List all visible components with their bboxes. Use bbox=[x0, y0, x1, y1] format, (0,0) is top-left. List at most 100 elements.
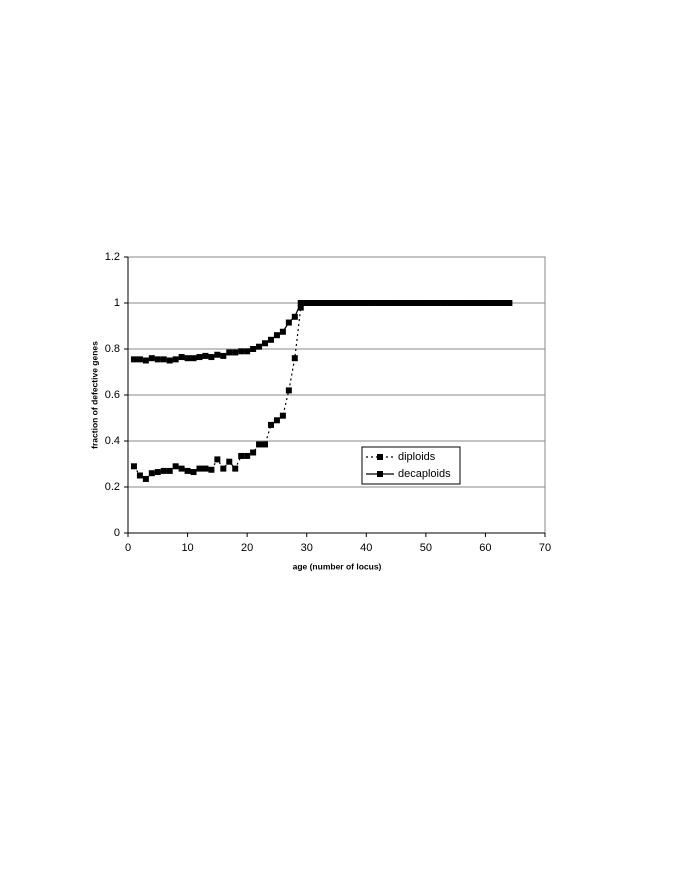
marker bbox=[220, 465, 227, 472]
marker bbox=[506, 300, 513, 306]
marker bbox=[130, 356, 137, 363]
x-tick-label: 50 bbox=[420, 542, 432, 554]
marker bbox=[291, 313, 298, 320]
marker bbox=[262, 441, 269, 448]
x-tick-label: 40 bbox=[360, 542, 372, 554]
marker bbox=[333, 300, 340, 306]
y-tick-label: 0.4 bbox=[105, 435, 120, 447]
marker bbox=[232, 465, 239, 472]
marker bbox=[422, 300, 429, 306]
marker bbox=[160, 467, 167, 474]
marker bbox=[226, 349, 233, 356]
legend-marker bbox=[377, 471, 383, 477]
marker bbox=[488, 300, 495, 306]
marker bbox=[434, 300, 441, 306]
marker bbox=[226, 458, 233, 465]
y-tick-label: 0 bbox=[114, 527, 120, 539]
x-tick-label: 60 bbox=[479, 542, 491, 554]
marker bbox=[154, 469, 161, 476]
x-tick-label: 70 bbox=[539, 542, 551, 554]
y-tick-label: 0.6 bbox=[105, 389, 120, 401]
x-axis-title: age (number of locus) bbox=[293, 561, 382, 571]
marker bbox=[351, 300, 358, 306]
y-tick-label: 1 bbox=[114, 297, 120, 309]
marker bbox=[196, 354, 203, 361]
marker bbox=[416, 300, 423, 306]
legend-box bbox=[361, 446, 461, 485]
marker bbox=[387, 300, 394, 306]
marker bbox=[208, 354, 215, 361]
marker bbox=[440, 300, 447, 306]
marker bbox=[184, 467, 191, 474]
marker bbox=[476, 300, 483, 306]
marker bbox=[339, 300, 346, 306]
y-tick-label: 0.8 bbox=[105, 343, 120, 355]
marker bbox=[470, 300, 477, 306]
marker bbox=[244, 348, 251, 355]
marker bbox=[244, 452, 251, 459]
marker bbox=[345, 300, 352, 306]
marker bbox=[267, 336, 274, 343]
marker bbox=[500, 300, 507, 306]
x-tick-label: 0 bbox=[125, 542, 131, 554]
marker bbox=[494, 300, 501, 306]
marker bbox=[363, 300, 370, 306]
marker bbox=[404, 300, 411, 306]
marker bbox=[297, 300, 304, 306]
marker bbox=[393, 300, 400, 306]
marker bbox=[262, 340, 269, 347]
marker bbox=[428, 300, 435, 306]
marker bbox=[172, 356, 179, 363]
marker bbox=[220, 352, 227, 359]
marker bbox=[285, 387, 292, 394]
marker bbox=[357, 300, 364, 306]
marker bbox=[464, 300, 471, 306]
x-tick-label: 20 bbox=[241, 542, 253, 554]
marker bbox=[315, 300, 322, 306]
marker bbox=[166, 467, 173, 474]
marker bbox=[327, 300, 334, 306]
y-tick-label: 0.2 bbox=[105, 481, 120, 493]
marker bbox=[178, 465, 185, 472]
marker bbox=[410, 300, 417, 306]
marker bbox=[291, 355, 298, 362]
marker bbox=[279, 328, 286, 335]
marker bbox=[130, 463, 137, 470]
marker bbox=[303, 300, 310, 306]
marker bbox=[238, 348, 245, 355]
marker bbox=[142, 475, 149, 482]
series-line bbox=[133, 302, 510, 362]
marker bbox=[202, 352, 209, 359]
marker bbox=[190, 355, 197, 362]
marker bbox=[148, 470, 155, 477]
x-tick-label: 30 bbox=[301, 542, 313, 554]
marker bbox=[446, 300, 453, 306]
marker bbox=[232, 349, 239, 356]
marker bbox=[285, 319, 292, 326]
marker bbox=[190, 469, 197, 476]
marker bbox=[256, 343, 263, 350]
legend-marker bbox=[377, 454, 383, 460]
marker bbox=[267, 421, 274, 428]
marker bbox=[369, 300, 376, 306]
marker bbox=[273, 332, 280, 339]
marker bbox=[238, 452, 245, 459]
marker bbox=[452, 300, 459, 306]
marker bbox=[148, 355, 155, 362]
marker bbox=[399, 300, 406, 306]
marker bbox=[166, 357, 173, 364]
marker bbox=[136, 356, 143, 363]
marker bbox=[214, 351, 221, 358]
legend-label: diploids bbox=[398, 451, 436, 463]
marker bbox=[202, 465, 209, 472]
marker bbox=[208, 466, 215, 473]
marker bbox=[154, 356, 161, 363]
x-tick-label: 10 bbox=[181, 542, 193, 554]
marker bbox=[136, 472, 143, 479]
marker bbox=[273, 417, 280, 424]
marker bbox=[172, 463, 179, 470]
marker bbox=[482, 300, 489, 306]
marker bbox=[458, 300, 465, 306]
marker bbox=[160, 356, 167, 363]
